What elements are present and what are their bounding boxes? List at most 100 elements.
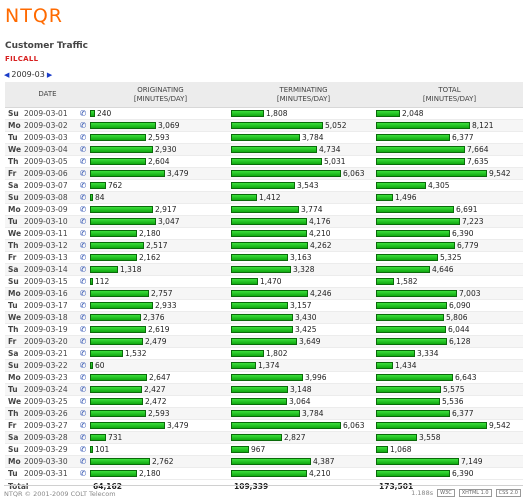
total-bar [376,254,439,261]
orig-value: 3,479 [167,169,189,178]
footer-copyright: NTQR © 2001-2009 COLT Telecom [4,490,116,498]
table-row: Tu 2009-03-31 ✆ 2,180 4,210 6,390 [5,467,524,480]
phone-icon[interactable]: ✆ [76,347,91,360]
phone-icon[interactable]: ✆ [76,359,91,372]
day-of-week: Sa [5,347,24,360]
total-value: 7,635 [467,157,489,166]
total-bar [376,122,471,129]
phone-icon[interactable]: ✆ [76,335,91,348]
phone-icon[interactable]: ✆ [76,119,91,132]
term-value: 3,148 [290,385,312,394]
triangle-right-icon[interactable]: ▶ [46,70,53,79]
table-row: We 2009-03-04 ✆ 2,930 4,734 7,664 [5,143,524,156]
total-bar [376,458,460,465]
orig-bar [90,398,144,405]
phone-icon[interactable]: ✆ [76,191,91,204]
term-cell: 1,470 [231,275,377,288]
css-badge[interactable]: CSS 2.0 [495,489,521,497]
triangle-left-icon[interactable]: ◀ [4,70,10,79]
total-value: 1,496 [395,193,417,202]
orig-bar [90,338,144,345]
phone-icon[interactable]: ✆ [76,131,91,144]
term-bar [231,290,309,297]
phone-icon[interactable]: ✆ [76,419,91,432]
phone-icon[interactable]: ✆ [76,227,91,240]
date-cell: 2009-03-18 [24,311,76,324]
term-value: 3,543 [297,181,319,190]
orig-cell: 2,757 [90,287,232,300]
phone-icon[interactable]: ✆ [76,179,91,192]
table-row: Su 2009-03-08 ✆ 84 1,412 1,496 [5,191,524,204]
day-of-week: We [5,227,24,240]
phone-icon[interactable]: ✆ [76,323,91,336]
orig-value: 101 [95,445,110,454]
xhtml-badge[interactable]: XHTML 1.0 [458,489,492,497]
term-bar [231,410,301,417]
orig-cell: 1,532 [90,347,232,360]
phone-icon[interactable]: ✆ [76,155,91,168]
phone-icon[interactable]: ✆ [76,287,91,300]
term-bar [231,134,301,141]
term-cell: 4,210 [231,467,377,480]
total-cell: 6,643 [376,371,524,384]
total-cell: 7,635 [376,155,524,168]
total-cell: 6,390 [376,467,524,480]
phone-icon[interactable]: ✆ [76,431,91,444]
total-cell: 5,806 [376,311,524,324]
table-row: Su 2009-03-01 ✆ 240 1,808 2,048 [5,107,524,120]
phone-icon[interactable]: ✆ [76,383,91,396]
table-row: Su 2009-03-29 ✆ 101 967 1,068 [5,443,524,456]
date-cell: 2009-03-07 [24,179,76,192]
phone-icon[interactable]: ✆ [76,299,91,312]
term-value: 4,210 [309,469,331,478]
total-cell: 6,090 [376,299,524,312]
orig-bar [90,458,151,465]
total-cell: 9,542 [376,167,524,180]
total-bar [376,338,448,345]
orig-value: 2,180 [139,229,161,238]
phone-icon[interactable]: ✆ [76,443,91,456]
orig-value: 3,479 [167,421,189,430]
phone-icon[interactable]: ✆ [76,263,91,276]
phone-icon[interactable]: ✆ [76,203,91,216]
term-bar [231,122,324,129]
phone-icon[interactable]: ✆ [76,455,91,468]
phone-icon[interactable]: ✆ [76,239,91,252]
total-cell: 6,128 [376,335,524,348]
orig-value: 762 [108,181,123,190]
phone-icon[interactable]: ✆ [76,215,91,228]
date-cell: 2009-03-05 [24,155,76,168]
orig-bar [90,422,166,429]
phone-icon[interactable]: ✆ [76,143,91,156]
phone-icon[interactable]: ✆ [76,407,91,420]
phone-icon[interactable]: ✆ [76,311,91,324]
phone-icon[interactable]: ✆ [76,371,91,384]
date-cell: 2009-03-17 [24,299,76,312]
day-of-week: Mo [5,371,24,384]
total-cell: 7,664 [376,143,524,156]
phone-icon[interactable]: ✆ [76,167,91,180]
orig-value: 2,427 [144,385,166,394]
phone-icon[interactable]: ✆ [76,251,91,264]
total-bar [376,266,431,273]
term-bar [231,446,250,453]
total-cell: 9,542 [376,419,524,432]
phone-icon[interactable]: ✆ [76,467,91,480]
term-cell: 4,262 [231,239,377,252]
orig-value: 3,069 [158,121,180,130]
phone-icon[interactable]: ✆ [76,275,91,288]
page-title: Customer Traffic [5,41,88,51]
term-value: 4,262 [310,241,332,250]
table-row: Fr 2009-03-13 ✆ 2,162 3,163 5,325 [5,251,524,264]
orig-value: 2,930 [155,145,177,154]
term-bar [231,338,298,345]
phone-icon[interactable]: ✆ [76,395,91,408]
total-value: 3,558 [419,433,441,442]
orig-value: 2,162 [139,253,161,262]
footer-info: 1.188s W3C XHTML 1.0 CSS 2.0 [411,489,521,497]
phone-icon[interactable]: ✆ [76,107,91,120]
w3c-badge[interactable]: W3C [437,489,455,497]
date-cell: 2009-03-15 [24,275,76,288]
total-value: 6,691 [456,205,478,214]
day-of-week: Tu [5,215,24,228]
